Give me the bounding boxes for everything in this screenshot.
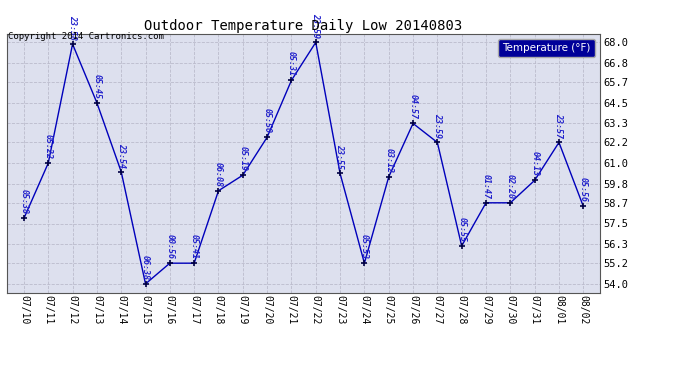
Text: 03:12: 03:12 (384, 148, 393, 173)
Text: 23:57: 23:57 (555, 113, 564, 138)
Text: 00:56: 00:56 (166, 234, 175, 259)
Text: 05:41: 05:41 (190, 234, 199, 259)
Text: 06:08: 06:08 (214, 162, 223, 186)
Text: 02:20: 02:20 (506, 174, 515, 199)
Text: Copyright 2014 Cartronics.com: Copyright 2014 Cartronics.com (8, 32, 164, 41)
Text: 05:45: 05:45 (92, 74, 101, 99)
Text: 05:19: 05:19 (238, 146, 247, 171)
Text: 05:22: 05:22 (43, 134, 52, 159)
Text: 23:59: 23:59 (433, 113, 442, 138)
Text: 05:31: 05:31 (287, 51, 296, 76)
Text: 04:13: 04:13 (530, 151, 539, 176)
Legend: Temperature (°F): Temperature (°F) (498, 39, 595, 57)
Text: 23:54: 23:54 (117, 142, 126, 168)
Text: 06:38: 06:38 (141, 255, 150, 280)
Text: 23:58: 23:58 (68, 15, 77, 40)
Text: 05:56: 05:56 (579, 177, 588, 202)
Text: 23:59: 23:59 (311, 13, 320, 38)
Text: 05:53: 05:53 (360, 234, 369, 259)
Title: Outdoor Temperature Daily Low 20140803: Outdoor Temperature Daily Low 20140803 (144, 19, 463, 33)
Text: 05:50: 05:50 (263, 108, 272, 133)
Text: 01:47: 01:47 (482, 174, 491, 199)
Text: 05:55: 05:55 (457, 217, 466, 242)
Text: 23:55: 23:55 (335, 144, 344, 169)
Text: 05:38: 05:38 (19, 189, 28, 214)
Text: 04:57: 04:57 (408, 94, 417, 119)
